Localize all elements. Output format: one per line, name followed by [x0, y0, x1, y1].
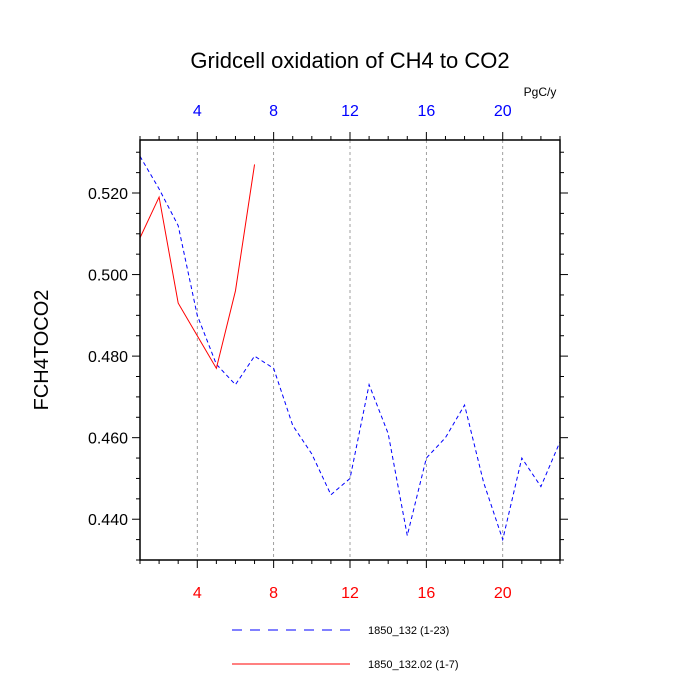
series-line-2: [139, 164, 256, 370]
x-tick-label-top: 8: [269, 103, 278, 120]
chart-title: Gridcell oxidation of CH4 to CO2: [190, 48, 509, 73]
axes: 4 4 8 8 12 12 16 16 20 20 0.440 0.460 0.480 0.500 0.52…: [88, 103, 568, 602]
x-tick-label-bottom: 20: [494, 585, 512, 602]
series-lines: [139, 156, 561, 542]
x-tick-label-bottom: 4: [193, 585, 202, 602]
y-tick-label: 0.440: [88, 512, 128, 529]
legend-label-1: 1850_132 (1-23): [368, 625, 449, 637]
y-axis-label: FCH4TOCO2: [31, 290, 53, 411]
gridlines: [196, 140, 504, 560]
x-tick-label-top: 20: [494, 103, 512, 120]
x-tick-label-top: 12: [341, 103, 359, 120]
top-axis-unit: PgC/y: [524, 85, 557, 99]
y-tick-label: 0.460: [88, 431, 128, 448]
series-line-1: [139, 156, 561, 542]
y-tick-label: 0.480: [88, 349, 128, 366]
y-tick-label: 0.520: [88, 186, 128, 203]
x-tick-label-top: 4: [193, 103, 202, 120]
legend-label-2: 1850_132.02 (1-7): [368, 659, 459, 671]
x-tick-label-top: 16: [417, 103, 435, 120]
x-tick-label-bottom: 16: [417, 585, 435, 602]
y-tick-label: 0.500: [88, 268, 128, 285]
legend: 1850_132 (1-23) 1850_132.02 (1-7): [232, 625, 459, 671]
x-tick-label-bottom: 12: [341, 585, 359, 602]
x-tick-label-bottom: 8: [269, 585, 278, 602]
